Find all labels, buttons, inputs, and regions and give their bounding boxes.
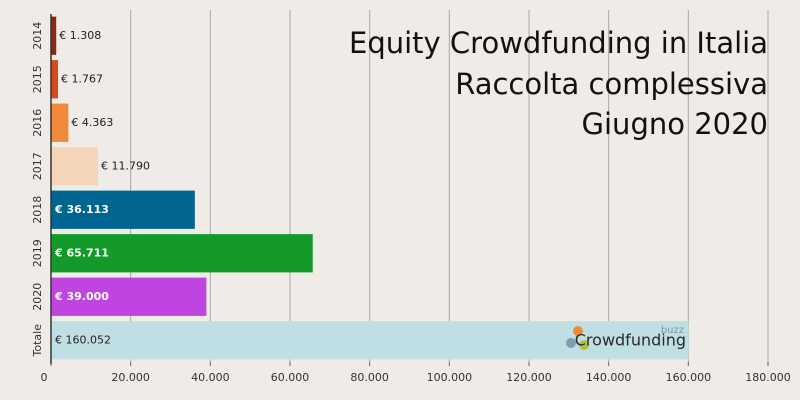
y-tick-label: 2018 xyxy=(31,196,44,224)
x-tick-label: 140.000 xyxy=(586,371,632,384)
x-tick-label: 0 xyxy=(41,371,48,384)
logo-text: Crowdfunding xyxy=(575,331,686,350)
y-tick-label: 2019 xyxy=(31,239,44,267)
y-tick-label: 2016 xyxy=(31,109,44,137)
bar xyxy=(51,190,195,229)
data-label: € 1.308 xyxy=(59,29,101,42)
logo: buzz Crowdfunding xyxy=(566,325,686,350)
x-tick-label: 40.000 xyxy=(191,371,230,384)
logo-text: buzz xyxy=(661,325,684,336)
logo-icon xyxy=(579,340,589,350)
bar xyxy=(51,16,57,55)
logo-icon xyxy=(573,326,583,336)
x-tick-label: 60.000 xyxy=(271,371,310,384)
data-label: € 1.767 xyxy=(61,72,103,85)
bars: € 1.308 2014 € 1.767 2015 € 4.363 2016 € 11.79… xyxy=(31,16,689,360)
data-label: € 36.113 xyxy=(54,203,109,216)
logo-icon xyxy=(566,338,576,348)
y-tick-label: 2015 xyxy=(31,65,44,93)
data-label: € 39.000 xyxy=(54,290,109,303)
data-label: € 11.790 xyxy=(101,159,150,172)
bar xyxy=(51,321,689,360)
data-label: € 160.052 xyxy=(55,333,111,346)
x-tick-label: 120.000 xyxy=(506,371,552,384)
bar xyxy=(51,147,98,186)
bar xyxy=(51,60,59,99)
x-tick-label: 80.000 xyxy=(350,371,389,384)
y-tick-label: 2014 xyxy=(31,22,44,50)
y-tick-label: 2017 xyxy=(31,152,44,180)
data-label: € 4.363 xyxy=(71,116,113,129)
chart-title: Raccolta complessiva xyxy=(455,67,768,101)
x-tick-label: 100.000 xyxy=(427,371,473,384)
x-tick-label: 20.000 xyxy=(111,371,150,384)
chart-title: Giugno 2020 xyxy=(582,107,768,141)
bar xyxy=(51,277,207,316)
bar xyxy=(51,234,313,273)
bar xyxy=(51,103,69,142)
x-tick-label: 160.000 xyxy=(666,371,712,384)
data-label: € 65.711 xyxy=(54,246,109,259)
chart-title: Equity Crowdfunding in Italia xyxy=(349,26,768,60)
y-tick-label: 2020 xyxy=(31,283,44,311)
y-tick-label: Totale xyxy=(31,324,44,358)
x-tick-label: 180.000 xyxy=(745,371,791,384)
